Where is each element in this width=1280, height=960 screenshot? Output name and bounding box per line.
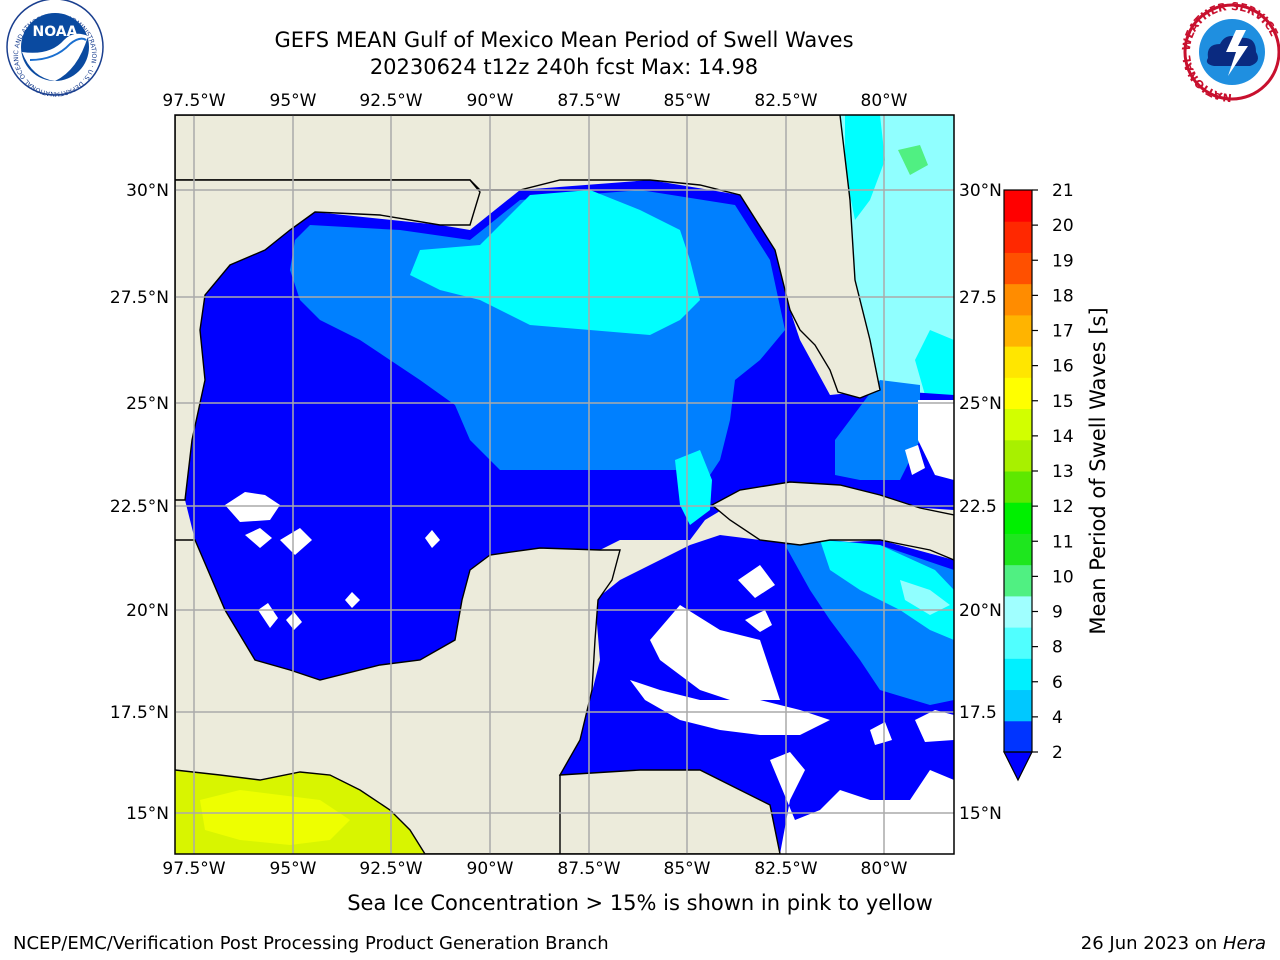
colorbar-segment bbox=[1004, 533, 1032, 566]
lon-ticks-top: 97.5°W 95°W 92.5°W 90°W 87.5°W 85°W 82.5… bbox=[162, 91, 907, 111]
colorbar-segment bbox=[1004, 439, 1032, 472]
colorbar-segment bbox=[1004, 252, 1032, 285]
run-machine: Hera bbox=[1222, 933, 1266, 954]
colorbar-label: Mean Period of Swell Waves [s] bbox=[1086, 307, 1110, 634]
colorbar: 2 4 6 8 9 10 11 12 13 14 15 16 17 18 19 20 21 bbox=[1003, 181, 1074, 782]
colorbar-tick: 8 bbox=[1052, 638, 1063, 658]
colorbar-tick: 16 bbox=[1052, 357, 1074, 377]
colorbar-segment bbox=[1004, 408, 1032, 441]
colorbar-tick: 6 bbox=[1052, 673, 1063, 693]
credit-line: NCEP/EMC/Verification Post Processing Pr… bbox=[13, 933, 609, 954]
us-gulf-coast bbox=[175, 179, 481, 501]
colorbar-segment bbox=[1004, 720, 1032, 753]
lat-tick: 30°N bbox=[959, 181, 1002, 201]
colorbar-segment bbox=[1004, 221, 1032, 253]
map-area bbox=[175, 115, 954, 854]
honduras-landmass bbox=[559, 769, 781, 854]
colorbar-segment bbox=[1004, 564, 1032, 597]
lon-tick: 80°W bbox=[861, 859, 908, 879]
colorbar-tick: 21 bbox=[1052, 181, 1074, 201]
map-title: GEFS MEAN Gulf of Mexico Mean Period of … bbox=[274, 28, 854, 52]
lon-tick: 90°W bbox=[467, 859, 514, 879]
lon-tick: 92.5°W bbox=[359, 859, 422, 879]
colorbar-segment bbox=[1004, 190, 1032, 222]
lon-tick: 92.5°W bbox=[359, 91, 422, 111]
gulf-cyan-period bbox=[410, 190, 700, 335]
caribbean-light-cyan bbox=[900, 580, 950, 615]
cuba-landmass bbox=[710, 481, 954, 561]
colorbar-tick: 15 bbox=[1052, 392, 1074, 412]
lon-tick: 87.5°W bbox=[557, 859, 620, 879]
lon-tick: 97.5°W bbox=[162, 91, 225, 111]
lat-tick: 15°N bbox=[126, 804, 169, 824]
colorbar-tick: 13 bbox=[1052, 462, 1074, 482]
colorbar-segment bbox=[1004, 627, 1032, 659]
colorbar-tick: 14 bbox=[1052, 427, 1074, 447]
colorbar-segment bbox=[1004, 502, 1032, 534]
map-subtitle: 20230624 t12z 240h fcst Max: 14.98 bbox=[369, 55, 759, 79]
lat-tick: 15°N bbox=[959, 804, 1002, 824]
map-frame bbox=[174, 114, 955, 855]
lon-tick: 95°W bbox=[270, 859, 317, 879]
lat-tick: 17.5 bbox=[959, 703, 997, 723]
colorbar-tick: 20 bbox=[1052, 216, 1074, 236]
noaa-logo: NATIONAL OCEANIC AND ATMOSPHERIC ADMINIS… bbox=[0, 0, 104, 97]
colorbar-segment bbox=[1004, 595, 1032, 628]
colorbar-segment bbox=[1004, 346, 1032, 378]
colorbar-tick: 9 bbox=[1052, 603, 1063, 623]
lon-tick: 90°W bbox=[467, 91, 514, 111]
lat-tick: 25°N bbox=[959, 394, 1002, 414]
lon-tick: 80°W bbox=[861, 91, 908, 111]
colorbar-segment bbox=[1004, 314, 1032, 347]
lon-tick: 82.5°W bbox=[754, 91, 817, 111]
lat-tick: 17.5°N bbox=[110, 703, 169, 723]
lat-ticks-right: 30°N 27.5 25°N 22.5 20°N 17.5 15°N bbox=[959, 181, 1002, 824]
lon-tick: 87.5°W bbox=[557, 91, 620, 111]
colorbar-tick: 4 bbox=[1052, 708, 1063, 728]
lat-ticks-left: 30°N 27.5°N 25°N 22.5°N 20°N 17.5°N 15°N bbox=[110, 181, 169, 824]
no-data-patches bbox=[225, 400, 954, 854]
lon-tick: 85°W bbox=[664, 859, 711, 879]
colorbar-segment bbox=[1004, 689, 1032, 722]
colorbar-tick: 18 bbox=[1052, 286, 1074, 306]
atlantic-cyan-patch bbox=[845, 115, 954, 395]
nws-logo: NATIONAL WEATHER SERVICE bbox=[1180, 0, 1280, 104]
lon-ticks-bottom: 97.5°W 95°W 92.5°W 90°W 87.5°W 85°W 82.5… bbox=[162, 859, 907, 879]
lat-tick: 20°N bbox=[959, 601, 1002, 621]
gridlines bbox=[175, 115, 954, 854]
lat-tick: 20°N bbox=[126, 601, 169, 621]
noaa-logo-text: NOAA bbox=[33, 24, 78, 40]
colorbar-tick: 19 bbox=[1052, 251, 1074, 271]
sea-ice-brighter bbox=[200, 790, 350, 845]
lon-tick: 95°W bbox=[270, 91, 317, 111]
lat-tick: 27.5 bbox=[959, 288, 997, 308]
lon-tick: 82.5°W bbox=[754, 859, 817, 879]
colorbar-tick: 10 bbox=[1052, 567, 1074, 587]
colorbar-segment bbox=[1004, 471, 1032, 503]
colorbar-tick: 11 bbox=[1052, 532, 1074, 552]
footnote: Sea Ice Concentration > 15% is shown in … bbox=[347, 891, 933, 915]
colorbar-extend-arrow bbox=[1003, 751, 1033, 782]
colorbar-tick: 17 bbox=[1052, 322, 1074, 342]
lon-tick: 85°W bbox=[664, 91, 711, 111]
caribbean-cyan-period bbox=[820, 540, 954, 640]
lat-tick: 22.5°N bbox=[110, 497, 169, 517]
colorbar-segment bbox=[1004, 377, 1032, 410]
colorbar-segment bbox=[1004, 658, 1032, 691]
florida-straits-mid bbox=[835, 380, 920, 480]
colorbar-tick: 12 bbox=[1052, 497, 1074, 517]
atlantic-green-patch bbox=[898, 145, 928, 175]
colorbar-segment bbox=[1004, 283, 1032, 316]
colorbar-tick: 2 bbox=[1052, 743, 1063, 763]
lat-tick: 25°N bbox=[126, 394, 169, 414]
lat-tick: 27.5°N bbox=[110, 288, 169, 308]
lat-tick: 30°N bbox=[126, 181, 169, 201]
lon-tick: 97.5°W bbox=[162, 859, 225, 879]
run-date-text: 26 Jun 2023 on bbox=[1080, 933, 1223, 954]
run-date: 26 Jun 2023 on Hera bbox=[1081, 933, 1266, 954]
florida-landmass bbox=[175, 115, 881, 399]
lat-tick: 22.5 bbox=[959, 497, 997, 517]
